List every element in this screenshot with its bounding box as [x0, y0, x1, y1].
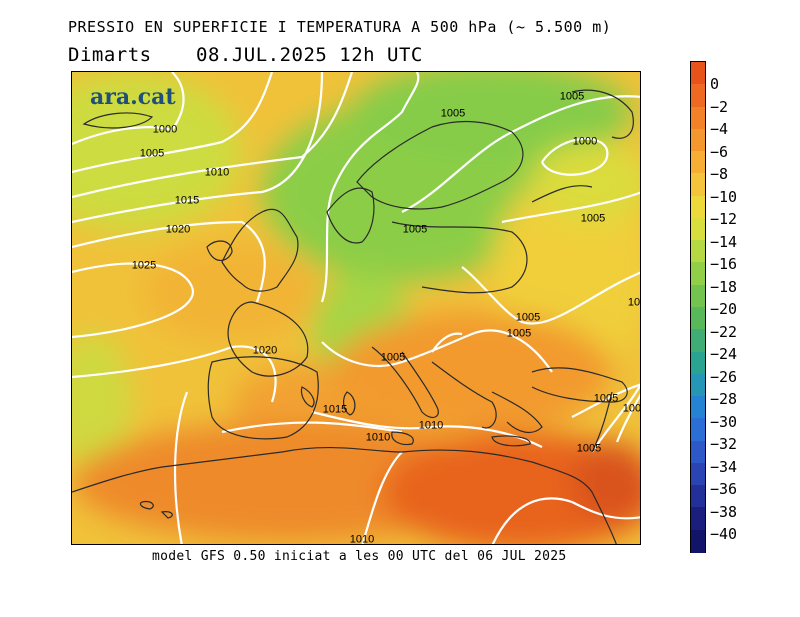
- isobar-label: 1010: [204, 166, 230, 179]
- colorbar-tick-label: −4: [710, 120, 729, 138]
- isobar-label: 1005: [622, 402, 641, 415]
- colorbar-tick-label: −16: [710, 255, 738, 273]
- temperature-colorbar: [690, 61, 706, 553]
- colorbar-segment: [691, 462, 705, 486]
- colorbar-tick-label: −18: [710, 277, 738, 296]
- colorbar-tick-label: −30: [710, 412, 738, 431]
- colorbar-tick-label: −32: [710, 435, 738, 453]
- colorbar-segment: [691, 307, 705, 330]
- isobar-label: 1015: [174, 194, 200, 207]
- isobar-label: 1005: [559, 90, 585, 103]
- isobar-label: 1000: [572, 135, 598, 148]
- colorbar-tick-label: −2: [710, 97, 729, 116]
- colorbar-segment: [691, 106, 705, 130]
- colorbar-segment: [691, 373, 705, 397]
- colorbar-segment: [691, 351, 705, 375]
- colorbar-segment: [691, 529, 705, 553]
- colorbar-segment: [691, 240, 705, 264]
- forecast-day: Dimarts: [68, 44, 152, 66]
- colorbar-tick-label: −40: [710, 525, 738, 543]
- colorbar-segment: [691, 396, 705, 419]
- colorbar-tick-label: 0: [710, 75, 720, 93]
- colorbar-segment: [691, 62, 705, 85]
- isobar-label: 1010: [418, 419, 444, 432]
- colorbar-tick-label: −20: [710, 300, 738, 318]
- isobar-label: 1025: [131, 259, 157, 272]
- temperature-field: [72, 72, 640, 544]
- isobar-label: 1005: [576, 442, 602, 455]
- colorbar-tick-label: −28: [710, 390, 738, 408]
- colorbar-segment: [691, 151, 705, 174]
- isobar-label: 1020: [165, 223, 191, 236]
- map-title: PRESSIO EN SUPERFICIE I TEMPERATURA A 50…: [68, 18, 612, 36]
- isobar-label: 1005: [593, 392, 619, 405]
- isobar-label: 1010: [365, 431, 391, 444]
- colorbar-tick-label: −12: [710, 210, 738, 228]
- colorbar-segment: [691, 329, 705, 353]
- isobar-label: 1010: [349, 533, 375, 545]
- colorbar-segment: [691, 440, 705, 464]
- temperature-blobs: [72, 72, 640, 544]
- colorbar-segment: [691, 173, 705, 197]
- colorbar-tick-label: −38: [710, 502, 738, 521]
- colorbar-tick-label: −14: [710, 232, 738, 251]
- colorbar-segment: [691, 284, 705, 308]
- colorbar-segment: [691, 262, 705, 286]
- colorbar-tick-label: −8: [710, 165, 729, 183]
- colorbar-segment: [691, 507, 705, 531]
- colorbar-tick-label: −10: [710, 187, 738, 206]
- colorbar-tick-label: −34: [710, 457, 738, 476]
- colorbar-tick-label: −26: [710, 367, 738, 386]
- colorbar-segment: [691, 195, 705, 219]
- isobar-label: 1005: [440, 107, 466, 120]
- model-footer: model GFS 0.50 iniciat a les 00 UTC del …: [152, 549, 567, 564]
- colorbar-segment: [691, 217, 705, 241]
- aracat-logo: ara.cat: [90, 84, 176, 110]
- isobar-label: 1005: [580, 212, 606, 225]
- colorbar-tick-label: −6: [710, 142, 729, 161]
- isobar-label: 1005: [402, 223, 428, 236]
- forecast-datetime: 08.JUL.2025 12h UTC: [196, 44, 423, 66]
- colorbar-segment: [691, 485, 705, 509]
- isobar-label: 1005: [139, 147, 165, 160]
- colorbar-segment: [691, 84, 705, 108]
- colorbar-segment: [691, 128, 705, 152]
- isobar-label: 1000: [152, 123, 178, 136]
- map-subtitle: Dimarts 08.JUL.2025 12h UTC: [68, 44, 423, 66]
- isobar-label: 1005: [515, 311, 541, 324]
- isobar-label: 1020: [252, 344, 278, 357]
- isobar-label: 10: [627, 296, 641, 309]
- colorbar-tick-label: −36: [710, 480, 738, 498]
- isobar-lines: [72, 72, 640, 544]
- colorbar-segment: [691, 418, 705, 442]
- isobar-label: 1005: [380, 351, 406, 364]
- colorbar-tick-label: −24: [710, 345, 738, 363]
- isobar-label: 1015: [322, 403, 348, 416]
- coastlines: [72, 89, 634, 544]
- colorbar-tick-label: −22: [710, 322, 738, 341]
- isobar-label: 1005: [506, 327, 532, 340]
- forecast-map: ara.cat 1000 1005 1010 1015 1020 1025 10…: [71, 71, 641, 545]
